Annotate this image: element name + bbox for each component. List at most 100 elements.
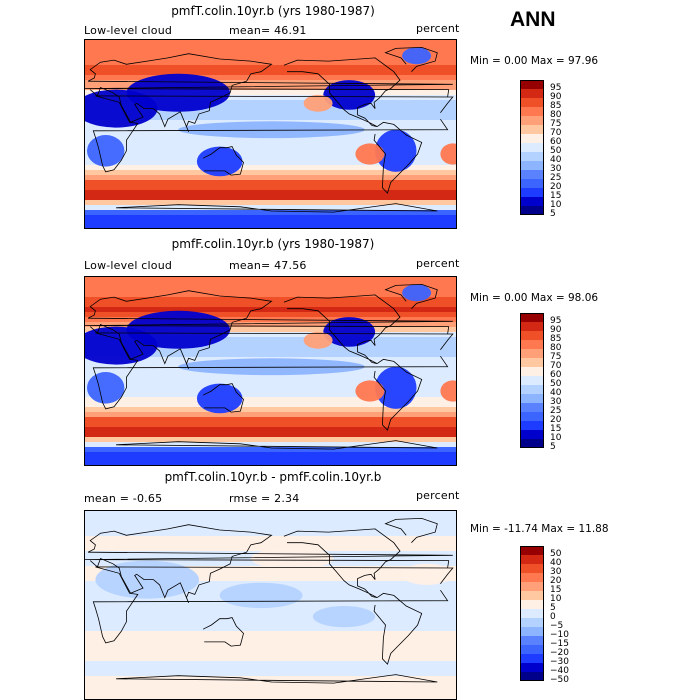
zonal-band: [85, 531, 456, 537]
colorbar-tick-label: 15: [550, 585, 562, 595]
colorbar-tick-label: 30: [550, 164, 562, 174]
colorbar-tick-label: 15: [550, 191, 562, 201]
zonal-band: [85, 190, 456, 196]
zonal-band: [85, 576, 456, 582]
colorbar-swatch: [520, 663, 544, 672]
coastline: [202, 383, 244, 413]
zonal-band: [85, 105, 456, 111]
zonal-band: [85, 342, 456, 348]
colorbar-tick-label: 5: [550, 603, 556, 613]
zonal-band: [85, 292, 456, 298]
zonal-band: [85, 60, 456, 66]
cloud-region: [303, 331, 333, 349]
coastline: [85, 53, 453, 132]
colorbar-tick-label: 85: [550, 334, 562, 344]
zonal-band: [85, 100, 456, 106]
colorbar-swatch: [520, 591, 544, 600]
colorbar-stack: [520, 546, 544, 681]
zonal-band: [85, 75, 456, 81]
season-label: ANN: [510, 8, 556, 31]
zonal-band: [85, 521, 456, 527]
colorbar-swatch: [520, 161, 544, 170]
coastline: [283, 294, 401, 364]
coastline: [92, 566, 454, 644]
zonal-band: [85, 297, 456, 303]
colorbar-swatch: [520, 188, 544, 197]
colorbar-swatch: [520, 349, 544, 358]
zonal-band: [85, 347, 456, 353]
panel3-title: pmfT.colin.10yr.b - pmfF.colin.10yr.b: [164, 470, 382, 484]
colorbar-swatch: [520, 609, 544, 618]
colorbar-tick-label: 95: [550, 316, 562, 326]
coastline: [373, 121, 423, 194]
colorbar-swatch: [520, 385, 544, 394]
zonal-band: [85, 312, 456, 318]
zonal-band: [85, 205, 456, 211]
panel1-map: [84, 39, 457, 229]
colorbar-swatch: [520, 80, 544, 89]
colorbar-tick-label: 40: [550, 388, 562, 398]
colorbar-tick-label: 90: [550, 325, 562, 335]
colorbar-swatch: [520, 89, 544, 98]
coastline: [202, 146, 244, 176]
zonal-band: [85, 195, 456, 201]
panel3-mean-label: mean = -0.65: [84, 492, 163, 505]
colorbar-swatch: [520, 376, 544, 385]
zonal-band: [85, 462, 456, 465]
zonal-band: [85, 432, 456, 438]
zonal-band: [85, 170, 456, 176]
zonal-band: [85, 307, 456, 313]
colorbar-swatch: [520, 618, 544, 627]
zonal-band: [85, 641, 456, 647]
coastline: [85, 290, 453, 369]
cloud-region: [440, 143, 456, 165]
panel3-units-label: percent: [416, 489, 460, 502]
colorbar-swatch: [520, 358, 544, 367]
colorbar-tick-label: 70: [550, 361, 562, 371]
zonal-band: [85, 621, 456, 627]
cloud-region: [355, 380, 385, 402]
zonal-band: [85, 636, 456, 642]
zonal-band: [85, 437, 456, 443]
zonal-band: [85, 45, 456, 51]
colorbar-tick-label: 75: [550, 352, 562, 362]
panel1-colorbar: 95 90 85 80 75 70 60 50 40 30 25 20 15 10 5: [520, 80, 561, 219]
colorbar-tick-label: 50: [550, 549, 562, 559]
colorbar-swatch: [520, 98, 544, 107]
coastline: [283, 57, 401, 127]
cloud-region: [196, 146, 243, 177]
colorbar-tick-label: 50: [550, 146, 562, 156]
zonal-band: [85, 616, 456, 622]
coastline: [116, 440, 438, 450]
zonal-band: [85, 377, 456, 383]
zonal-band: [85, 140, 456, 146]
colorbar-swatch: [520, 107, 544, 116]
panel2-minmax: Min = 0.00 Max = 98.06: [470, 292, 599, 304]
colorbar-swatch: [520, 394, 544, 403]
panel2-title: pmfF.colin.10yr.b (yrs 1980-1987): [171, 237, 375, 251]
colorbar-tick-label: 85: [550, 101, 562, 111]
zonal-band: [85, 387, 456, 393]
colorbar-swatch: [520, 134, 544, 143]
zonal-band: [85, 447, 456, 453]
coastline: [85, 524, 453, 603]
zonal-band: [85, 55, 456, 61]
zonal-band: [85, 606, 456, 612]
colorbar-tick-label: 95: [550, 83, 562, 93]
cloud-region: [196, 383, 243, 414]
colorbar-tick-label: 20: [550, 415, 562, 425]
panel1-minmax: Min = 0.00 Max = 97.96: [470, 55, 599, 67]
colorbar-tick-label: 40: [550, 155, 562, 165]
cloud-region: [126, 73, 231, 112]
colorbar-tick-label: 80: [550, 110, 562, 120]
zonal-band: [85, 327, 456, 333]
zonal-band: [85, 631, 456, 637]
colorbar-tick-label: 20: [550, 182, 562, 192]
panel3-map: [84, 510, 457, 700]
zonal-band: [85, 155, 456, 161]
zonal-band: [85, 681, 456, 687]
panel2-units-label: percent: [416, 257, 460, 270]
zonal-band: [85, 536, 456, 542]
colorbar-swatch: [520, 403, 544, 412]
zonal-band: [85, 571, 456, 577]
